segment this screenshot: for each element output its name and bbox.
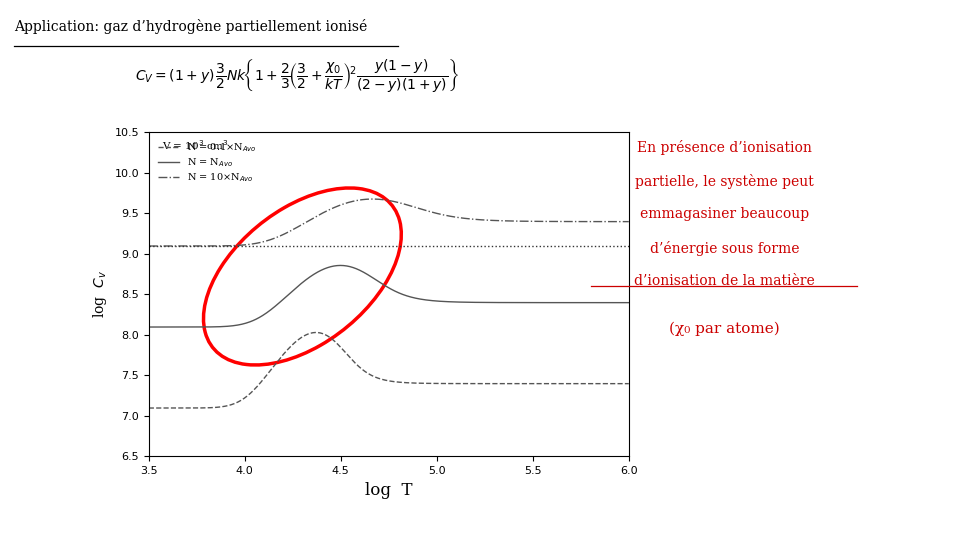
N = N$_{Avo}$ [465, 299, 476, 306]
N = N$_{Avo}$ [267, 306, 278, 312]
Text: (χ₀ par atome): (χ₀ par atome) [669, 321, 780, 336]
Text: En présence d’ionisation: En présence d’ionisation [637, 140, 812, 156]
Line: N = 0.1×N$_{Avo}$: N = 0.1×N$_{Avo}$ [149, 333, 629, 408]
N = 0.1×N$_{Avo}$ [228, 401, 239, 407]
N = 10×N$_{Avo}$ [360, 196, 372, 202]
N = 0.1×N$_{Avo}$ [505, 380, 516, 387]
N = 0.1×N$_{Avo}$ [465, 380, 476, 387]
N = 10×N$_{Avo}$ [367, 196, 378, 202]
Text: emmagasiner beaucoup: emmagasiner beaucoup [640, 207, 809, 221]
X-axis label: log  T: log T [365, 482, 413, 498]
Text: partielle, le système peut: partielle, le système peut [636, 174, 814, 189]
Text: d’ionisation de la matière: d’ionisation de la matière [635, 274, 815, 288]
Text: d’énergie sous forme: d’énergie sous forme [650, 241, 800, 256]
N = N$_{Avo}$ [505, 299, 516, 306]
N = N$_{Avo}$ [426, 298, 438, 304]
N = 10×N$_{Avo}$ [465, 215, 476, 222]
Legend: N = 0.1×N$_{Avo}$, N = N$_{Avo}$, N = 10×N$_{Avo}$: N = 0.1×N$_{Avo}$, N = N$_{Avo}$, N = 10… [154, 137, 260, 188]
N = 0.1×N$_{Avo}$ [310, 329, 322, 336]
N = N$_{Avo}$ [228, 322, 239, 329]
N = 0.1×N$_{Avo}$ [267, 365, 278, 372]
N = N$_{Avo}$ [143, 324, 155, 330]
N = 0.1×N$_{Avo}$ [426, 380, 438, 387]
N = N$_{Avo}$ [361, 271, 372, 278]
Text: $C_V = (1+y)\,\dfrac{3}{2}Nk\!\left\{1 + \dfrac{2}{3}\!\left(\dfrac{3}{2} + \dfr: $C_V = (1+y)\,\dfrac{3}{2}Nk\!\left\{1 +… [135, 57, 460, 94]
N = 10×N$_{Avo}$ [143, 243, 155, 249]
Line: N = N$_{Avo}$: N = N$_{Avo}$ [149, 266, 629, 327]
N = 0.1×N$_{Avo}$ [361, 369, 372, 376]
N = N$_{Avo}$ [623, 299, 635, 306]
Text: Application: gaz d’hydrogène partiellement ionisé: Application: gaz d’hydrogène partielleme… [14, 19, 368, 34]
Line: N = 10×N$_{Avo}$: N = 10×N$_{Avo}$ [149, 199, 629, 246]
N = 10×N$_{Avo}$ [267, 236, 278, 242]
N = 0.1×N$_{Avo}$ [623, 380, 635, 387]
N = 10×N$_{Avo}$ [426, 209, 438, 215]
N = 10×N$_{Avo}$ [505, 218, 516, 224]
N = 10×N$_{Avo}$ [228, 242, 239, 249]
N = 0.1×N$_{Avo}$ [143, 405, 155, 411]
N = 10×N$_{Avo}$ [623, 218, 635, 225]
N = N$_{Avo}$ [334, 262, 346, 269]
Y-axis label: log  $C_v$: log $C_v$ [91, 270, 108, 319]
Text: V = 10$^3$ cm$^3$: V = 10$^3$ cm$^3$ [162, 138, 228, 152]
